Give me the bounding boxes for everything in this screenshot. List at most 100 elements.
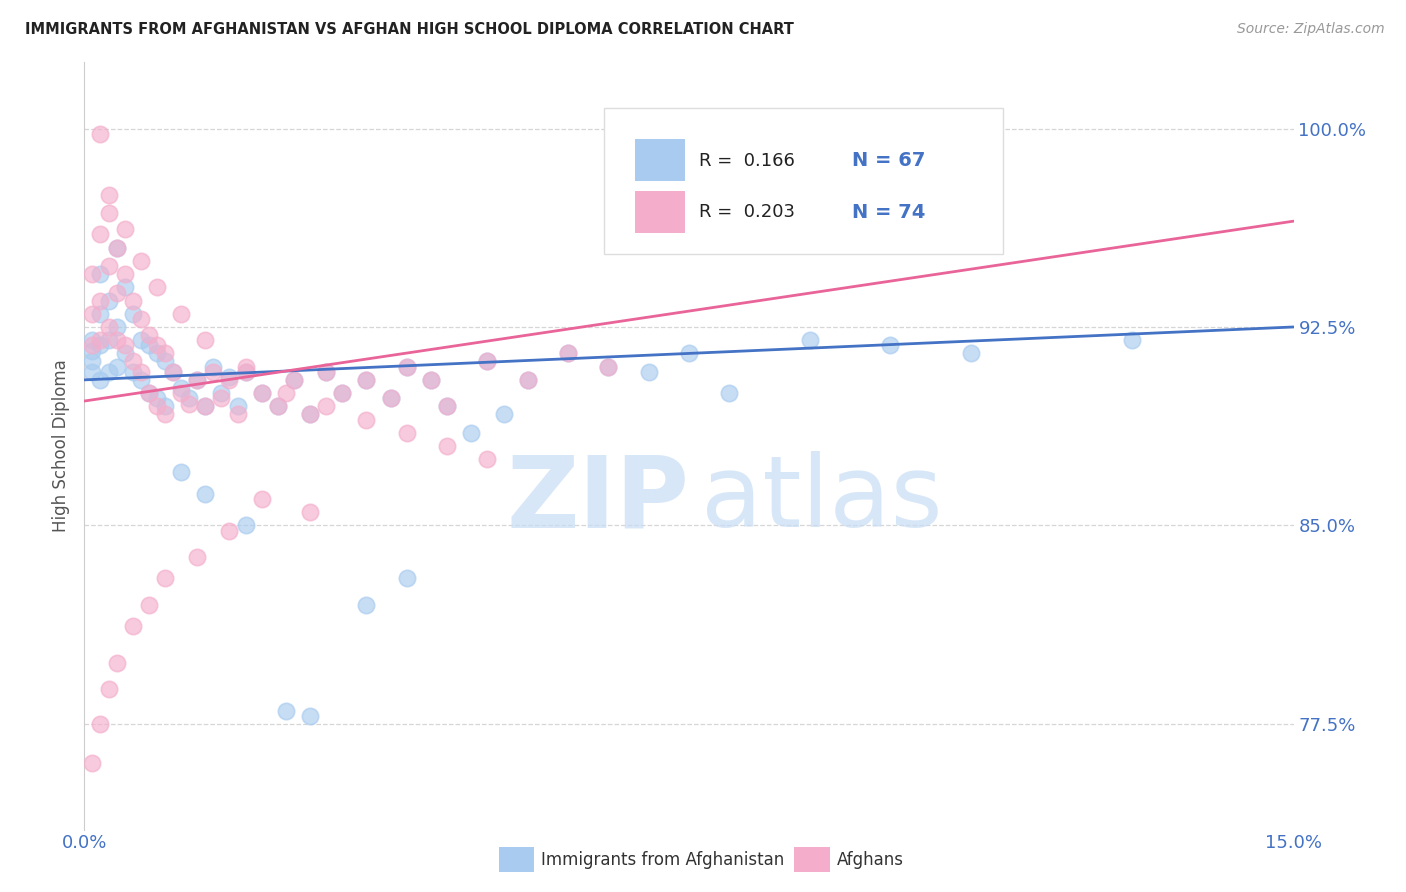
Point xyxy=(218,373,240,387)
Text: Afghans: Afghans xyxy=(837,851,904,869)
Point xyxy=(129,312,152,326)
Point xyxy=(477,354,499,368)
Point xyxy=(170,386,193,401)
Point xyxy=(395,359,418,374)
Point xyxy=(598,359,620,374)
Point xyxy=(299,708,322,723)
Point xyxy=(330,386,353,401)
Text: N = 74: N = 74 xyxy=(852,202,925,221)
Point xyxy=(235,365,257,379)
Point xyxy=(146,280,169,294)
Point xyxy=(557,346,579,360)
Point xyxy=(105,333,128,347)
Point xyxy=(186,373,208,387)
FancyBboxPatch shape xyxy=(605,109,1004,254)
Point xyxy=(226,407,249,421)
Point xyxy=(356,373,378,387)
Point xyxy=(477,452,499,467)
Point xyxy=(89,338,111,352)
Point xyxy=(209,392,232,406)
Point xyxy=(138,598,160,612)
Point xyxy=(356,373,378,387)
Point xyxy=(89,127,111,141)
Point xyxy=(82,307,104,321)
Point xyxy=(129,333,152,347)
Point xyxy=(267,400,290,414)
Point xyxy=(637,365,659,379)
Point xyxy=(380,392,402,406)
Point xyxy=(274,386,297,401)
Text: N = 67: N = 67 xyxy=(852,151,925,170)
Point xyxy=(121,354,143,368)
Point xyxy=(218,370,240,384)
Point xyxy=(250,491,273,506)
Point xyxy=(89,267,111,281)
Point xyxy=(162,365,184,379)
Point xyxy=(179,392,201,406)
Point xyxy=(97,682,120,697)
Point xyxy=(356,412,378,426)
Point xyxy=(299,407,322,421)
Point xyxy=(202,359,225,374)
Point xyxy=(420,373,443,387)
Point xyxy=(138,338,160,352)
Point xyxy=(436,400,458,414)
Point xyxy=(82,338,104,352)
Point xyxy=(82,343,104,358)
Bar xyxy=(634,191,685,233)
Text: atlas: atlas xyxy=(702,451,942,549)
Point xyxy=(105,656,128,670)
Point xyxy=(114,280,136,294)
Point xyxy=(356,598,378,612)
Point xyxy=(114,267,136,281)
Point xyxy=(153,571,176,585)
Point xyxy=(420,373,443,387)
Point xyxy=(153,346,176,360)
Point xyxy=(194,333,217,347)
Point xyxy=(138,327,160,342)
Point xyxy=(477,354,499,368)
Point xyxy=(129,253,152,268)
Point xyxy=(146,400,169,414)
Point xyxy=(315,365,337,379)
Point xyxy=(516,373,538,387)
Point xyxy=(153,407,176,421)
Point xyxy=(226,400,249,414)
Point xyxy=(1121,333,1143,347)
Point xyxy=(146,338,169,352)
Point xyxy=(89,333,111,347)
Text: R =  0.166: R = 0.166 xyxy=(699,152,794,169)
Point xyxy=(138,386,160,401)
Point xyxy=(235,359,257,374)
Point xyxy=(516,373,538,387)
Point xyxy=(82,333,104,347)
Point xyxy=(960,346,983,360)
Point xyxy=(146,346,169,360)
Point xyxy=(114,346,136,360)
Point xyxy=(315,400,337,414)
Point xyxy=(97,333,120,347)
Point xyxy=(283,373,305,387)
Point xyxy=(170,381,193,395)
Point xyxy=(153,354,176,368)
Point xyxy=(250,386,273,401)
Point xyxy=(97,320,120,334)
Point xyxy=(718,386,741,401)
Point xyxy=(250,386,273,401)
Point xyxy=(299,407,322,421)
Point xyxy=(194,400,217,414)
Point xyxy=(460,425,482,440)
Point xyxy=(436,439,458,453)
Point xyxy=(89,227,111,242)
Point xyxy=(170,466,193,480)
Point xyxy=(170,307,193,321)
Point xyxy=(105,241,128,255)
Point xyxy=(89,293,111,308)
Point xyxy=(395,571,418,585)
Point xyxy=(105,320,128,334)
Point xyxy=(97,206,120,220)
Point xyxy=(82,756,104,771)
Point xyxy=(82,365,104,379)
Point xyxy=(395,425,418,440)
Point xyxy=(114,338,136,352)
